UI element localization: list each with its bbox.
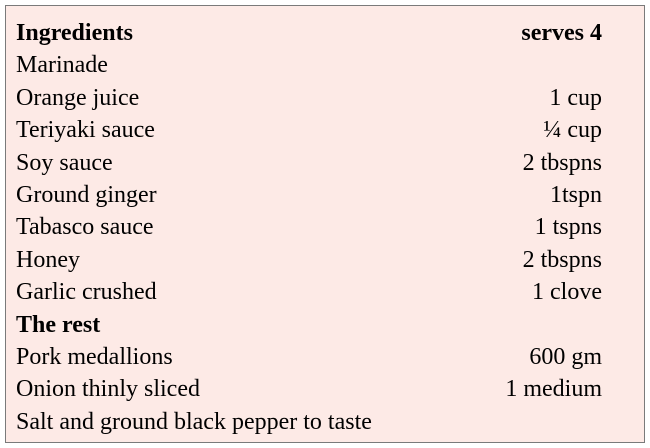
header-row-amount: serves 4: [521, 20, 602, 46]
ingredient-row: Tabasco sauce 1 tspns: [16, 211, 602, 243]
ingredient-row-label: Teriyaki sauce: [16, 117, 155, 144]
ingredient-row: Honey 2 tbspns: [16, 244, 602, 276]
ingredient-row: Pork medallions 600 gm: [16, 341, 602, 373]
ingredient-row-label: Pork medallions: [16, 344, 173, 370]
ingredient-row: Ground ginger 1tspn: [16, 179, 602, 211]
ingredient-row-amount: 1tspn: [549, 182, 602, 208]
ingredient-row-label: Onion thinly sliced: [16, 376, 200, 403]
section-title-label: The rest: [16, 311, 101, 338]
ingredient-row-label: Garlic crushed: [16, 279, 157, 306]
ingredient-row-amount: ¼ cup: [543, 117, 602, 144]
ingredient-row-label: Ground ginger: [16, 182, 157, 208]
ingredient-row: Teriyaki sauce ¼ cup: [16, 114, 602, 146]
ingredient-row-label: Soy sauce: [16, 149, 113, 176]
ingredient-row-amount: 600 gm: [529, 344, 602, 370]
section-title-label: Marinade: [16, 52, 108, 79]
section-title: Marinade: [16, 49, 602, 81]
header-row-label: Ingredients: [16, 20, 133, 46]
ingredient-row-amount: 1 cup: [549, 84, 602, 111]
note-row-label: Salt and ground black pepper to taste: [16, 408, 372, 435]
ingredient-row-amount: 1 medium: [505, 376, 602, 403]
header-row: Ingredients serves 4: [16, 17, 602, 49]
ingredient-row-label: Orange juice: [16, 84, 140, 111]
ingredient-row-amount: 1 tspns: [534, 214, 602, 241]
ingredient-row-label: Honey: [16, 246, 80, 273]
ingredient-row: Garlic crushed 1 clove: [16, 276, 602, 308]
ingredient-row: Soy sauce 2 tbspns: [16, 147, 602, 179]
recipe-box: Ingredients serves 4 Marinade Orange juice 1…: [5, 5, 645, 443]
note-row: Salt and ground black pepper to taste: [16, 406, 602, 438]
ingredient-row-amount: 1 clove: [532, 279, 602, 306]
ingredient-row-amount: 2 tbspns: [522, 246, 602, 273]
ingredient-row: Orange juice 1 cup: [16, 82, 602, 114]
section-title: The rest: [16, 309, 602, 341]
ingredient-row: Onion thinly sliced 1 medium: [16, 373, 602, 405]
ingredient-row-amount: 2 tbspns: [522, 149, 602, 176]
ingredient-row-label: Tabasco sauce: [16, 214, 154, 241]
